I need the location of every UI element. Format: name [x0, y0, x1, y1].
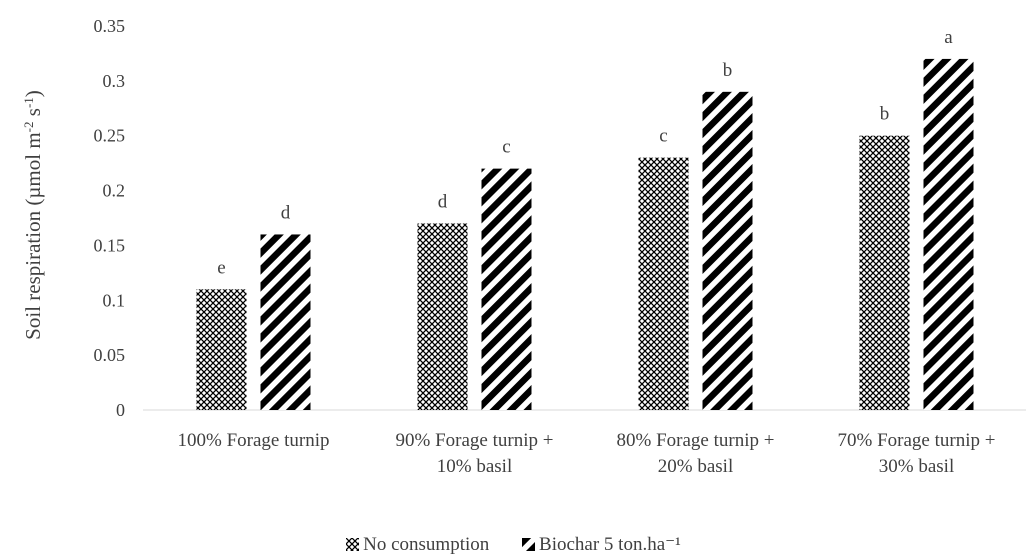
significance-letter: c — [502, 137, 510, 158]
x-category-label: 20% basil — [658, 456, 733, 477]
y-tick-label: 0.25 — [94, 126, 126, 146]
y-tick-label: 0.35 — [94, 16, 126, 36]
bar — [923, 58, 974, 411]
y-axis-tick-labels: 0 0.05 0.1 0.15 0.2 0.25 0.3 0.35 — [94, 16, 126, 420]
bar — [702, 91, 753, 410]
x-category-label: 100% Forage turnip — [178, 430, 330, 451]
y-tick-label: 0.3 — [103, 71, 126, 91]
legend-swatch-crosshatch — [346, 538, 360, 551]
legend: No consumption Biochar 5 ton.ha⁻¹ — [0, 533, 1027, 557]
y-tick-label: 0 — [116, 400, 125, 420]
legend-item-biochar: Biochar 5 ton.ha⁻¹ — [522, 533, 681, 556]
bar — [417, 223, 468, 410]
bar — [481, 168, 532, 410]
significance-letter: d — [438, 191, 448, 212]
x-category-label: 70% Forage turnip + — [838, 430, 996, 451]
bars-group: e d d c c b b a — [196, 27, 974, 411]
legend-swatch-diagonal — [522, 538, 536, 551]
x-category-label: 80% Forage turnip + — [617, 430, 775, 451]
y-axis-label: Soil respiration (µmol m-2 s-1) — [21, 90, 46, 340]
bar — [859, 135, 910, 410]
significance-letter: d — [281, 202, 291, 223]
bar-chart: 0 0.05 0.1 0.15 0.2 0.25 0.3 0.35 Soil respirat… — [21, 16, 1026, 477]
significance-letter: e — [217, 257, 225, 278]
y-tick-label: 0.15 — [94, 235, 126, 255]
legend-label-biochar: Biochar 5 ton.ha⁻¹ — [539, 534, 681, 555]
bar — [260, 234, 311, 410]
bar — [196, 289, 247, 410]
significance-letter: a — [944, 27, 953, 48]
legend-label-no-consumption: No consumption — [363, 533, 490, 555]
x-category-label: 90% Forage turnip + — [396, 430, 554, 451]
bar — [638, 157, 689, 410]
y-tick-label: 0.05 — [94, 345, 126, 365]
x-axis-category-labels: 100% Forage turnip 90% Forage turnip + 10%… — [178, 430, 996, 477]
y-tick-label: 0.2 — [103, 181, 126, 201]
significance-letter: b — [880, 104, 890, 125]
x-category-label: 30% basil — [879, 456, 954, 477]
x-category-label: 10% basil — [437, 456, 512, 477]
y-tick-label: 0.1 — [103, 290, 126, 310]
significance-letter: b — [723, 60, 733, 81]
significance-letter: c — [659, 126, 667, 147]
legend-item-no-consumption: No consumption — [346, 534, 489, 556]
